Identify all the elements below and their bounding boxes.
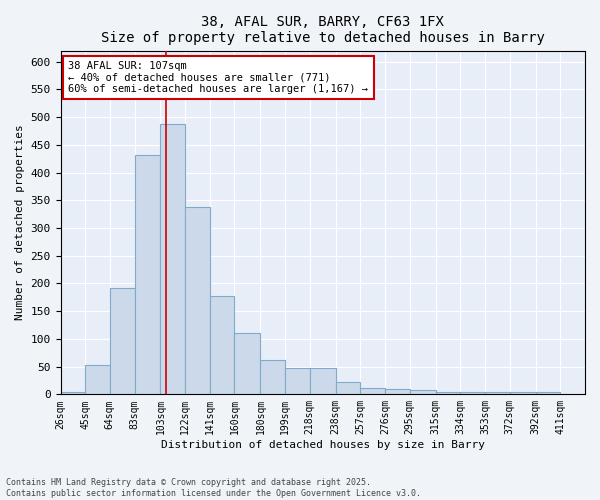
Bar (134, 155, 160, 394)
Text: 38 AFAL SUR: 107sqm
← 40% of detached houses are smaller (771)
60% of semi-detac: 38 AFAL SUR: 107sqm ← 40% of detached ho… (68, 61, 368, 94)
Bar (210, 296, 235, 394)
Bar (85, 366, 110, 394)
X-axis label: Distribution of detached houses by size in Barry: Distribution of detached houses by size … (161, 440, 485, 450)
Bar (385, 389, 410, 394)
Bar (410, 390, 436, 394)
Bar (361, 388, 385, 394)
Text: Contains HM Land Registry data © Crown copyright and database right 2025.
Contai: Contains HM Land Registry data © Crown c… (6, 478, 421, 498)
Bar (260, 360, 285, 394)
Bar (285, 368, 310, 394)
Bar (235, 334, 260, 394)
Bar (310, 368, 336, 394)
Bar (110, 288, 134, 395)
Bar (436, 392, 460, 394)
Bar (336, 382, 361, 394)
Bar (485, 392, 510, 394)
Bar (460, 392, 485, 394)
Bar (510, 392, 536, 394)
Bar (160, 124, 185, 394)
Title: 38, AFAL SUR, BARRY, CF63 1FX
Size of property relative to detached houses in Ba: 38, AFAL SUR, BARRY, CF63 1FX Size of pr… (101, 15, 545, 45)
Bar (61, 392, 85, 394)
Y-axis label: Number of detached properties: Number of detached properties (15, 124, 25, 320)
Bar (185, 208, 210, 394)
Bar (536, 392, 560, 394)
